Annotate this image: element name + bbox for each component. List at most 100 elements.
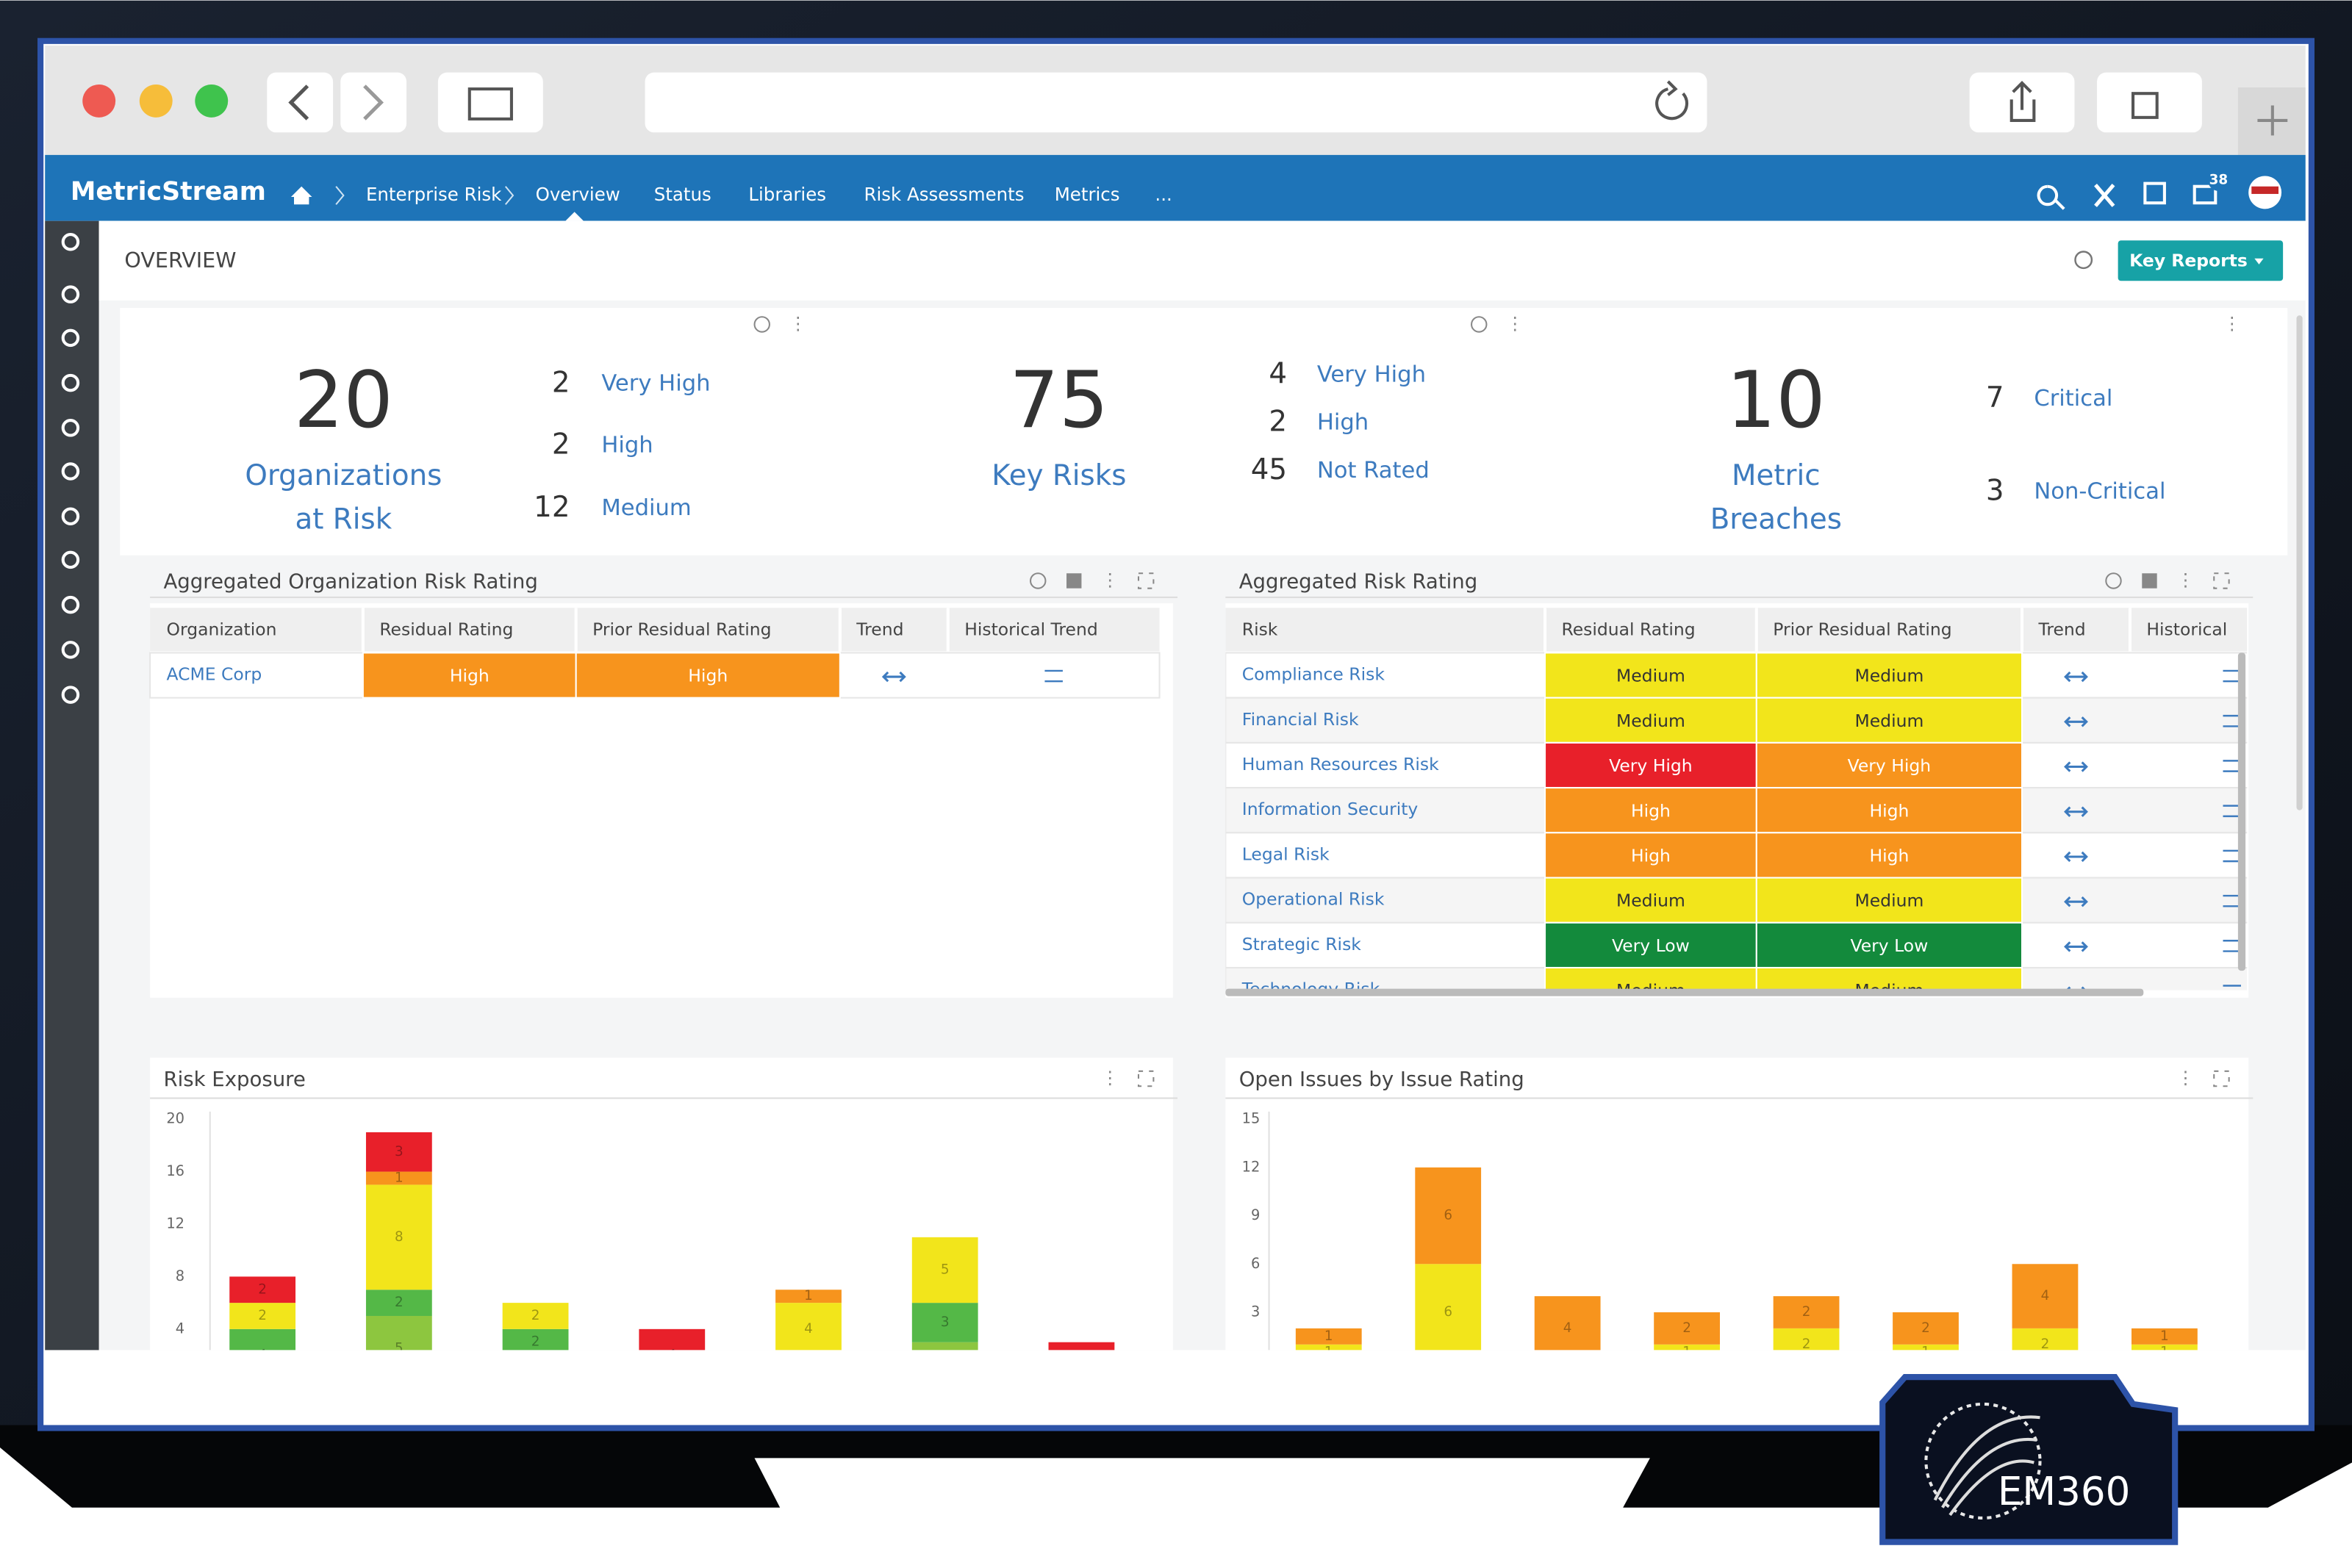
home-icon[interactable] [290, 186, 312, 205]
nav-item[interactable]: Overview [536, 184, 620, 205]
row-name[interactable]: ACME Corp [167, 664, 262, 685]
segment-label: 1 [1921, 1345, 1930, 1360]
row-name[interactable]: Technology Risk [1241, 979, 1380, 999]
sidebar [45, 220, 99, 1351]
sidebar-icon[interactable] [61, 507, 80, 525]
key-reports-label[interactable]: Key Reports [2129, 250, 2248, 270]
nav-item[interactable]: Risk Assessments [864, 184, 1025, 205]
summary-cards: 20 Organizations at Risk 2 Very High 2 High 12 M… [245, 312, 2241, 536]
expand-icon[interactable] [2213, 1070, 2230, 1087]
tools-icon[interactable] [2094, 184, 2115, 207]
menu-icon[interactable]: ⋮ [1101, 569, 1119, 590]
breakdown-label[interactable]: Non-Critical [2034, 479, 2165, 505]
nav-item[interactable]: Enterprise Risk [366, 184, 502, 205]
row-name[interactable]: Legal Risk [1242, 844, 1330, 864]
rating-cell [1544, 921, 1757, 969]
nav-item[interactable]: ... [1155, 184, 1172, 205]
tabs-button[interactable] [2097, 72, 2202, 133]
menu-icon[interactable]: ⋮ [1101, 1067, 1119, 1088]
sidebar-icon[interactable] [61, 641, 80, 659]
segment-label: 3 [395, 1144, 404, 1159]
search-icon[interactable] [2037, 184, 2065, 210]
help-icon[interactable] [753, 316, 770, 333]
sidebar-icon[interactable] [61, 462, 80, 481]
trend-icon [2064, 851, 2088, 863]
rating-label: Medium [1855, 891, 1924, 911]
table: Organization Residual Rating Prior Residua… [149, 608, 1161, 699]
sidebar-icon[interactable] [61, 419, 80, 437]
help-icon[interactable] [1471, 316, 1488, 333]
breakdown-label[interactable]: Not Rated [1317, 458, 1430, 483]
sidebar-icon[interactable] [61, 686, 80, 704]
row-name[interactable]: Financial Risk [1242, 709, 1359, 730]
bar-segment [1048, 1342, 1115, 1351]
bar-segment [365, 1184, 432, 1290]
sidebar-icon[interactable] [61, 550, 80, 569]
bar-segment [365, 1315, 432, 1351]
help-icon[interactable] [2074, 251, 2093, 270]
key-reports-button[interactable] [2118, 240, 2284, 281]
nav-item[interactable]: Libraries [748, 184, 826, 205]
y-tick-label: 9 [1251, 1206, 1260, 1223]
minimize-button[interactable] [139, 84, 173, 118]
expand-icon[interactable] [1137, 1070, 1155, 1087]
back-button[interactable] [267, 72, 334, 133]
row-name[interactable]: Compliance Risk [1242, 664, 1385, 685]
y-tick-label: 8 [176, 1267, 184, 1284]
zoom-button[interactable] [195, 84, 229, 118]
breakdown-label[interactable]: Medium [601, 495, 691, 521]
badge-bg [2208, 170, 2229, 191]
rating-cell [1755, 652, 2023, 699]
address-bar[interactable] [645, 72, 1707, 133]
breakdown-label[interactable]: Critical [2034, 386, 2112, 411]
forward-button[interactable] [340, 72, 407, 133]
expand-icon[interactable] [1137, 572, 1155, 589]
row-name[interactable]: Human Resources Risk [1242, 754, 1439, 774]
row-name[interactable]: Information Security [1242, 799, 1419, 819]
breakdown-label[interactable]: High [1317, 410, 1369, 436]
close-button[interactable] [82, 84, 116, 118]
sidebar-button[interactable] [437, 72, 543, 133]
card-value: 20 [294, 355, 393, 446]
nav-item[interactable]: Status [654, 184, 711, 205]
tasks-icon[interactable] [2193, 184, 2217, 205]
segment-label: 1 [2160, 1328, 2169, 1344]
breakdown-label[interactable]: Very High [1317, 362, 1426, 387]
help-icon[interactable] [1030, 572, 1047, 589]
breakdown-label[interactable]: Very High [601, 371, 710, 397]
reload-icon[interactable] [1655, 80, 1689, 121]
breakdown-count: 3 [1986, 475, 2004, 508]
nav-bar [45, 154, 2306, 221]
sidebar-icon[interactable] [61, 328, 80, 348]
rating-label: Medium [1855, 980, 1924, 1001]
sidebar-icon[interactable] [61, 595, 80, 614]
sidebar-icon[interactable] [61, 233, 80, 251]
sidebar-icon[interactable] [61, 373, 80, 392]
help-icon[interactable] [2105, 572, 2122, 589]
back-icon [288, 84, 309, 121]
menu-icon[interactable]: ⋮ [2176, 1067, 2194, 1088]
export-icon[interactable] [2142, 573, 2157, 589]
menu-icon[interactable]: ⋮ [1506, 312, 1524, 334]
export-icon[interactable] [1066, 573, 1082, 589]
segment-label: 2 [531, 1308, 540, 1323]
brand[interactable]: MetricStream [71, 177, 266, 206]
row-name[interactable]: Strategic Risk [1242, 934, 1362, 954]
header-row [150, 608, 1160, 652]
sidebar-icon[interactable] [61, 285, 80, 303]
rating-label: Very High [1609, 755, 1693, 776]
row-name[interactable]: Operational Risk [1242, 889, 1385, 910]
header-row [1225, 608, 2248, 652]
trend-icon [2064, 671, 2088, 683]
segment-label: 4 [1563, 1320, 1572, 1336]
breakdown-label[interactable]: High [601, 432, 653, 458]
menu-icon[interactable]: ⋮ [2223, 312, 2241, 334]
rating-cell [1755, 921, 2023, 969]
menu-icon[interactable]: ⋮ [789, 312, 806, 334]
calendar-icon[interactable] [2143, 181, 2166, 205]
card-label: Breaches [1710, 503, 1842, 536]
expand-icon[interactable] [2213, 572, 2230, 589]
menu-icon[interactable]: ⋮ [2176, 569, 2194, 590]
nav-item[interactable]: Metrics [1055, 184, 1120, 205]
